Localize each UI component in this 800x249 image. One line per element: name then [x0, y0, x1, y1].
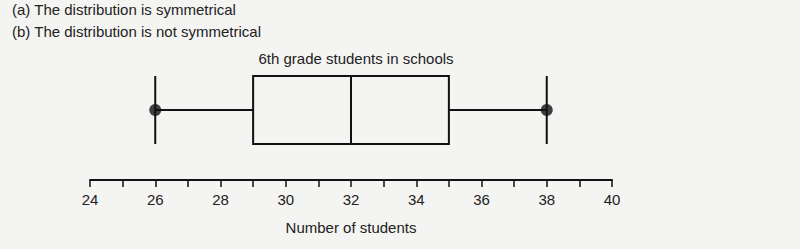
svg-text:6th grade students in schools: 6th grade students in schools	[258, 50, 453, 67]
svg-text:36: 36	[473, 191, 490, 208]
svg-text:40: 40	[604, 191, 621, 208]
svg-text:38: 38	[538, 191, 555, 208]
svg-text:24: 24	[82, 191, 99, 208]
svg-text:28: 28	[212, 191, 229, 208]
svg-text:(b) The distribution is not sy: (b) The distribution is not symmetrical	[12, 23, 261, 40]
svg-text:26: 26	[147, 191, 164, 208]
svg-text:30: 30	[277, 191, 294, 208]
svg-text:34: 34	[408, 191, 425, 208]
svg-text:32: 32	[343, 191, 360, 208]
svg-text:(a) The distribution is symmet: (a) The distribution is symmetrical	[12, 1, 236, 18]
svg-text:Number of students: Number of students	[286, 219, 417, 236]
